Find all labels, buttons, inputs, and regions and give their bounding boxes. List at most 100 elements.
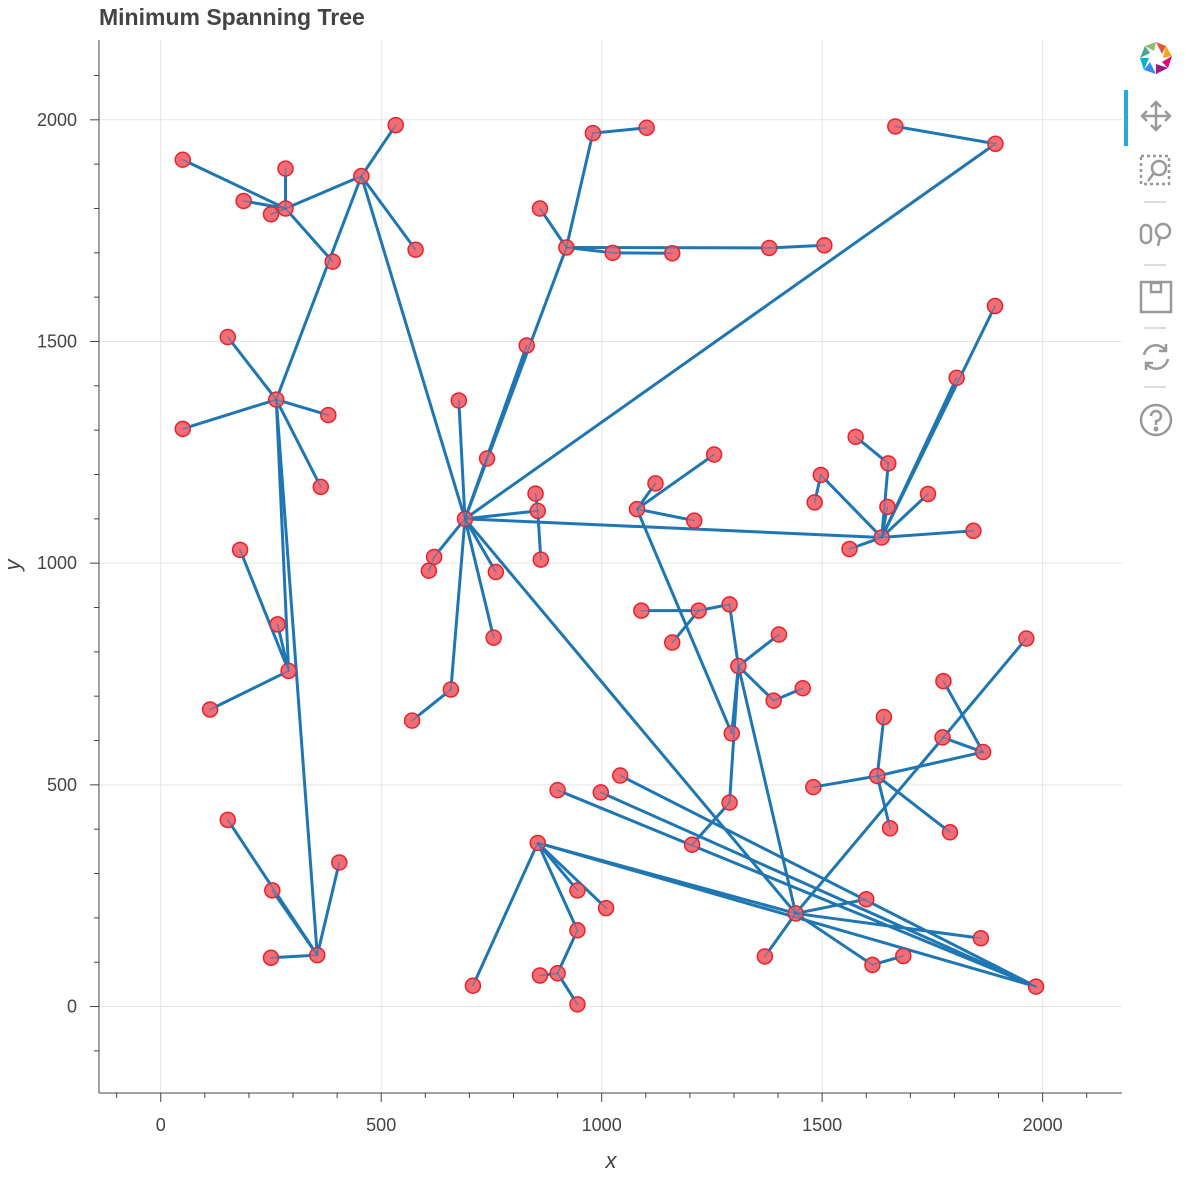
tree-edge-overlay — [556, 929, 579, 975]
tree-edge-overlay — [942, 680, 984, 753]
y-tick-label: 1000 — [37, 553, 77, 573]
x-tick-label: 1000 — [582, 1115, 622, 1135]
tree-edge-overlay — [820, 474, 883, 539]
tree-edge-overlay — [556, 972, 579, 1006]
tree-edge-overlay — [880, 493, 929, 539]
tree-edge-overlay — [270, 954, 319, 959]
wheel-zoom-tool-icon[interactable] — [1138, 216, 1174, 252]
tree-edge-overlay — [539, 972, 559, 977]
tree-edge-overlay — [270, 207, 287, 216]
tree-edge-overlay — [360, 175, 466, 520]
tree-edge-overlay — [536, 510, 542, 561]
tree-edge-overlay — [812, 775, 879, 788]
tree-edge-overlay — [226, 336, 278, 401]
pan-tool-icon[interactable] — [1138, 98, 1174, 134]
tree-edge-overlay — [794, 637, 1028, 915]
tree-edge-overlay — [433, 518, 466, 558]
y-axis-label: y — [0, 558, 25, 573]
tree-edge-overlay — [636, 508, 733, 735]
toolbar — [1124, 38, 1186, 458]
tree-edge-overlay — [275, 398, 322, 488]
tree-edge-overlay — [592, 126, 648, 134]
tree-edge-overlay — [880, 377, 958, 539]
y-tick-label: 1500 — [37, 331, 77, 351]
tree-edge-overlay — [271, 889, 319, 956]
tree-edge-overlay — [209, 670, 290, 711]
tree-edge-overlay — [880, 462, 890, 539]
tree-edge-overlay — [242, 200, 287, 210]
toolbar-divider — [1144, 264, 1166, 266]
active-tool-indicator — [1124, 90, 1128, 146]
tree-edge-overlay — [565, 132, 594, 249]
tree-edge-overlay — [275, 175, 363, 401]
tree-edge-overlay — [794, 898, 868, 915]
tree-edge-overlay — [737, 633, 780, 667]
tree-edge-overlay — [360, 124, 397, 177]
bokeh-logo-icon[interactable] — [1138, 40, 1174, 76]
tree-edge-overlay — [239, 549, 290, 672]
tree-edge-overlay — [276, 623, 290, 672]
tree-edge-overlay — [428, 556, 435, 572]
tree-edge-overlay — [854, 436, 890, 465]
toolbar-divider — [1144, 386, 1166, 388]
x-tick-label: 1500 — [802, 1115, 842, 1135]
tree-edge-overlay — [536, 842, 607, 909]
box-zoom-tool-icon[interactable] — [1138, 153, 1174, 189]
tree-edge-overlay — [464, 518, 883, 539]
tree-edge-overlay — [764, 912, 797, 958]
tree-edge-overlay — [691, 801, 731, 846]
tree-edge-overlay — [316, 861, 341, 956]
tree-edge-overlay — [472, 842, 539, 987]
tree-edge-overlay — [411, 688, 452, 722]
reset-tool-icon[interactable] — [1138, 339, 1174, 375]
tree-edge-overlay — [876, 751, 984, 777]
tree-edge-overlay — [464, 518, 797, 915]
tree-edge-overlay — [737, 665, 775, 702]
x-axis-label: x — [605, 1148, 618, 1173]
tree-edge-overlay — [284, 175, 363, 210]
x-tick-label: 500 — [366, 1115, 396, 1135]
tree-edge-overlay — [556, 789, 1037, 988]
help-tool-icon[interactable] — [1138, 402, 1174, 438]
tree-edge-overlay — [181, 158, 287, 210]
tree-edge-overlay — [450, 518, 466, 691]
tree-edge-overlay — [275, 398, 330, 416]
toolbar-divider — [1144, 201, 1166, 203]
y-tick-label: 500 — [47, 775, 77, 795]
tree-edge-overlay — [464, 510, 539, 520]
x-tick-label: 0 — [156, 1115, 166, 1135]
tree-edge-overlay — [848, 536, 883, 550]
chart-title: Minimum Spanning Tree — [99, 4, 365, 30]
tree-edge-overlay — [619, 774, 1037, 988]
tree-edge-overlay — [768, 244, 826, 249]
x-tick-label: 2000 — [1023, 1115, 1063, 1135]
tree-edge-overlay — [565, 246, 614, 254]
tree-edge-overlay — [636, 508, 696, 522]
tree-edge-overlay — [539, 207, 568, 249]
tree-edge-overlay — [275, 398, 319, 956]
tree-edge-overlay — [941, 736, 984, 753]
toolbar-divider — [1144, 327, 1166, 329]
tree-edge-overlay — [464, 518, 495, 639]
tree-edge-overlay — [181, 398, 278, 430]
tree-edge-overlay — [876, 775, 951, 834]
tree-edge-overlay — [876, 775, 891, 830]
tree-edge-overlay — [671, 609, 700, 644]
tree-edge-overlay — [636, 482, 657, 510]
tree-edge-overlay — [871, 955, 905, 966]
tree-edge-overlay — [794, 912, 874, 966]
tree-edge-overlay — [458, 399, 466, 520]
axes: 0 500 1000 1500 2000 0 500 1000 1500 2000 — [37, 40, 1122, 1135]
tree-edge-overlay — [464, 518, 497, 573]
tree-edge-overlay — [534, 492, 539, 512]
tree-nodes — [174, 116, 1045, 1013]
y-tick-label: 0 — [67, 997, 77, 1017]
grid — [99, 40, 1122, 1093]
y-tick-label: 2000 — [37, 110, 77, 130]
tree-edge-overlay — [536, 842, 579, 892]
tree-edge-overlay — [813, 474, 822, 504]
tree-edge-overlay — [284, 207, 334, 263]
tree-edge-overlay — [536, 842, 579, 932]
save-tool-icon[interactable] — [1138, 279, 1174, 315]
